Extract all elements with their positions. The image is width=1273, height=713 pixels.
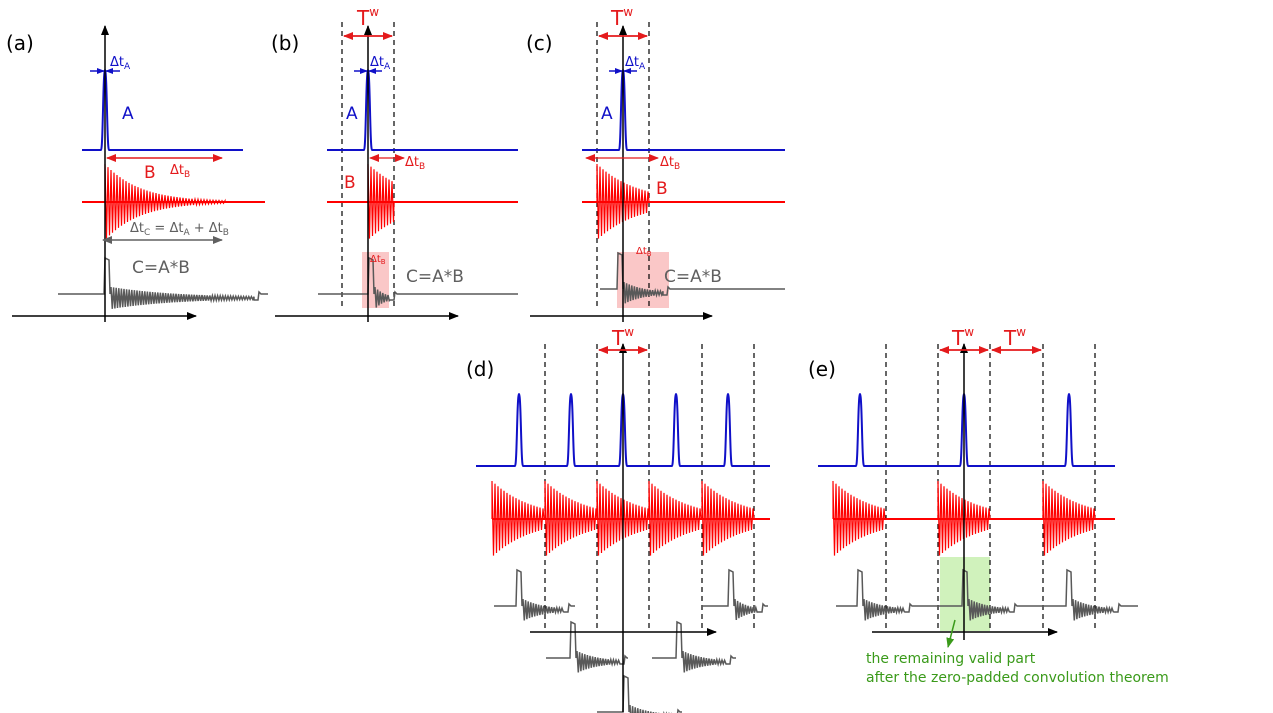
panel-b-dtA: ΔtA — [370, 55, 391, 72]
panel-e-result-a — [836, 568, 940, 621]
panel-e-Tw-2: Tw — [1003, 325, 1026, 350]
panel-d-result-row1-b — [702, 568, 768, 621]
panel-c-dtB: ΔtB — [660, 155, 680, 172]
panel-c-dtA: ΔtA — [625, 55, 646, 72]
panel-e-pulse-train — [818, 392, 1115, 467]
panel-d-result-row1-a — [494, 568, 575, 621]
panel-d-decay-train-burst-1 — [544, 480, 598, 556]
panel-e-result-b — [940, 568, 1045, 621]
panel-a-label-C: C=A*B — [132, 258, 190, 278]
panel-b-label-A: A — [346, 104, 358, 124]
panel-d-result-row2-b — [652, 620, 736, 673]
panel-c-label-A: A — [601, 104, 613, 124]
panel-a-label-B: B — [144, 163, 156, 183]
panel-d-decay-train-burst-3 — [648, 480, 702, 556]
panel-c-Tw: Tw — [610, 5, 633, 30]
panel-c-result-C — [600, 251, 785, 304]
panel-a-dtB: ΔtB — [170, 163, 190, 180]
panel-e-Tw-1: Tw — [951, 325, 974, 350]
panel-e-decay-train-burst-2 — [1042, 480, 1096, 556]
panel-b-decay-B-burst-0 — [367, 163, 395, 239]
panel-e-valid-shade — [940, 557, 990, 631]
panel-b-result-C — [318, 256, 518, 308]
panel-d-result-row2-a — [546, 620, 628, 673]
panel-c-dtB-small: ΔtB — [636, 246, 652, 258]
panel-b-label-C: C=A*B — [406, 267, 464, 287]
shaded-regions — [362, 252, 990, 631]
panel-d-result-row3 — [597, 674, 682, 713]
panel-e-label: (e) — [808, 357, 836, 381]
panel-a-dtA: ΔtA — [110, 55, 131, 72]
panel-b-label-B: B — [344, 173, 356, 193]
panel-d-decay-train-burst-4 — [701, 480, 755, 556]
signal-traces — [58, 68, 1138, 713]
panel-d-label: (d) — [466, 357, 494, 381]
panel-c-label-C: C=A*B — [664, 267, 722, 287]
valid-part-note-line-2: after the zero-padded convolution theore… — [866, 670, 1169, 686]
panel-b-label: (b) — [271, 31, 299, 55]
panel-b-dtB-small: ΔtB — [370, 254, 386, 266]
panel-b-dtB: ΔtB — [405, 155, 425, 172]
annotation-arrows — [90, 32, 1042, 648]
panel-a-dtC: ΔtC = ΔtA + ΔtB — [130, 221, 229, 238]
valid-part-note-line-1: the remaining valid part — [866, 651, 1036, 667]
panel-a-result-C — [58, 256, 268, 309]
valid-part-pointer-arrow — [946, 619, 956, 648]
panel-d-Tw: Tw — [611, 325, 634, 350]
panel-c-label: (c) — [526, 31, 553, 55]
panel-a-label: (a) — [6, 31, 34, 55]
panel-e-result-c — [1045, 568, 1138, 621]
panel-a-pulse-A — [82, 68, 243, 151]
panel-b-Tw: Tw — [356, 5, 379, 30]
panel-e-decay-train-burst-0 — [832, 480, 886, 556]
panel-d-decay-train-burst-0 — [491, 480, 545, 556]
panel-a-decay-B-burst-0 — [104, 163, 226, 239]
panel-a-label-A: A — [122, 104, 134, 124]
axes — [12, 25, 1058, 712]
panel-c-label-B: B — [656, 179, 668, 199]
